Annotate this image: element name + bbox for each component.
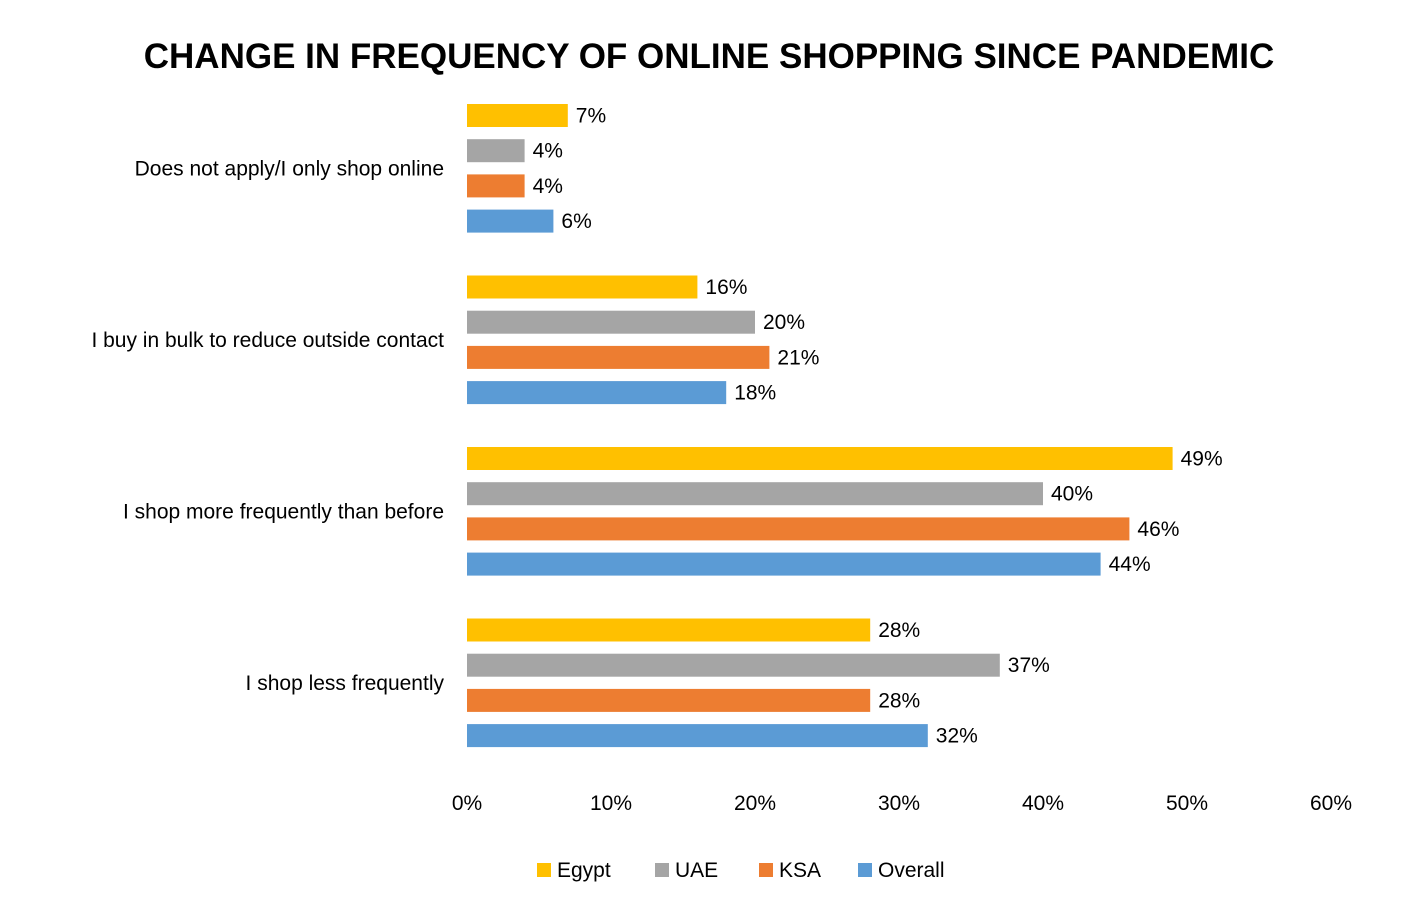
legend-label: UAE bbox=[675, 859, 718, 882]
x-tick-label: 50% bbox=[1166, 792, 1208, 815]
bar-ksa bbox=[467, 517, 1130, 541]
x-tick-label: 10% bbox=[590, 792, 632, 815]
data-label: 4% bbox=[533, 140, 563, 163]
data-label: 6% bbox=[561, 210, 591, 233]
bar-uae bbox=[467, 139, 525, 163]
data-label: 37% bbox=[1008, 654, 1050, 677]
data-label: 20% bbox=[763, 311, 805, 334]
legend-swatch-ksa bbox=[759, 863, 773, 877]
bar-egypt bbox=[467, 275, 698, 299]
bar-overall bbox=[467, 209, 554, 233]
x-tick-label: 20% bbox=[734, 792, 776, 815]
category-labels: Does not apply/I only shop online I buy i… bbox=[91, 157, 445, 695]
bar-uae bbox=[467, 653, 1000, 677]
legend: Egypt UAE KSA Overall bbox=[537, 859, 945, 882]
bar-egypt bbox=[467, 618, 871, 642]
data-label: 16% bbox=[705, 276, 747, 299]
category-label: Does not apply/I only shop online bbox=[135, 157, 444, 180]
data-label: 32% bbox=[936, 725, 978, 748]
data-label: 18% bbox=[734, 382, 776, 405]
bar-overall bbox=[467, 552, 1101, 576]
data-label: 46% bbox=[1137, 518, 1179, 541]
data-label: 44% bbox=[1109, 553, 1151, 576]
x-axis-ticks: 0% 10% 20% 30% 40% 50% 60% bbox=[452, 792, 1352, 815]
bar-uae bbox=[467, 310, 755, 334]
x-tick-label: 40% bbox=[1022, 792, 1064, 815]
chart-title: CHANGE IN FREQUENCY OF ONLINE SHOPPING S… bbox=[144, 37, 1274, 76]
bar-overall bbox=[467, 724, 928, 748]
legend-label: Overall bbox=[878, 859, 945, 882]
bar-ksa bbox=[467, 688, 871, 712]
bar-ksa bbox=[467, 174, 525, 198]
legend-swatch-uae bbox=[655, 863, 669, 877]
category-label: I shop less frequently bbox=[246, 672, 445, 695]
bar-uae bbox=[467, 482, 1043, 506]
data-label: 4% bbox=[533, 175, 563, 198]
legend-swatch-overall bbox=[858, 863, 872, 877]
legend-label: KSA bbox=[779, 859, 821, 882]
bar-egypt bbox=[467, 447, 1173, 470]
legend-swatch-egypt bbox=[537, 863, 551, 877]
bar-overall bbox=[467, 381, 727, 405]
data-label: 28% bbox=[878, 689, 920, 712]
data-label: 28% bbox=[878, 619, 920, 642]
bar-ksa bbox=[467, 345, 770, 369]
data-label: 7% bbox=[576, 105, 606, 128]
bar-egypt bbox=[467, 104, 568, 127]
data-label: 40% bbox=[1051, 483, 1093, 506]
category-label: I shop more frequently than before bbox=[123, 500, 444, 523]
data-label: 21% bbox=[777, 346, 819, 369]
data-label: 49% bbox=[1181, 448, 1223, 471]
x-tick-label: 30% bbox=[878, 792, 920, 815]
x-tick-label: 60% bbox=[1310, 792, 1352, 815]
legend-label: Egypt bbox=[557, 859, 611, 882]
x-tick-label: 0% bbox=[452, 792, 482, 815]
bars bbox=[467, 104, 1173, 748]
data-labels: 7% 4% 4% 6% 16% 20% 21%18% 49% 40% 46% 44% 28% 37% 28… bbox=[533, 105, 1223, 748]
category-label: I buy in bulk to reduce outside contact bbox=[91, 329, 444, 352]
